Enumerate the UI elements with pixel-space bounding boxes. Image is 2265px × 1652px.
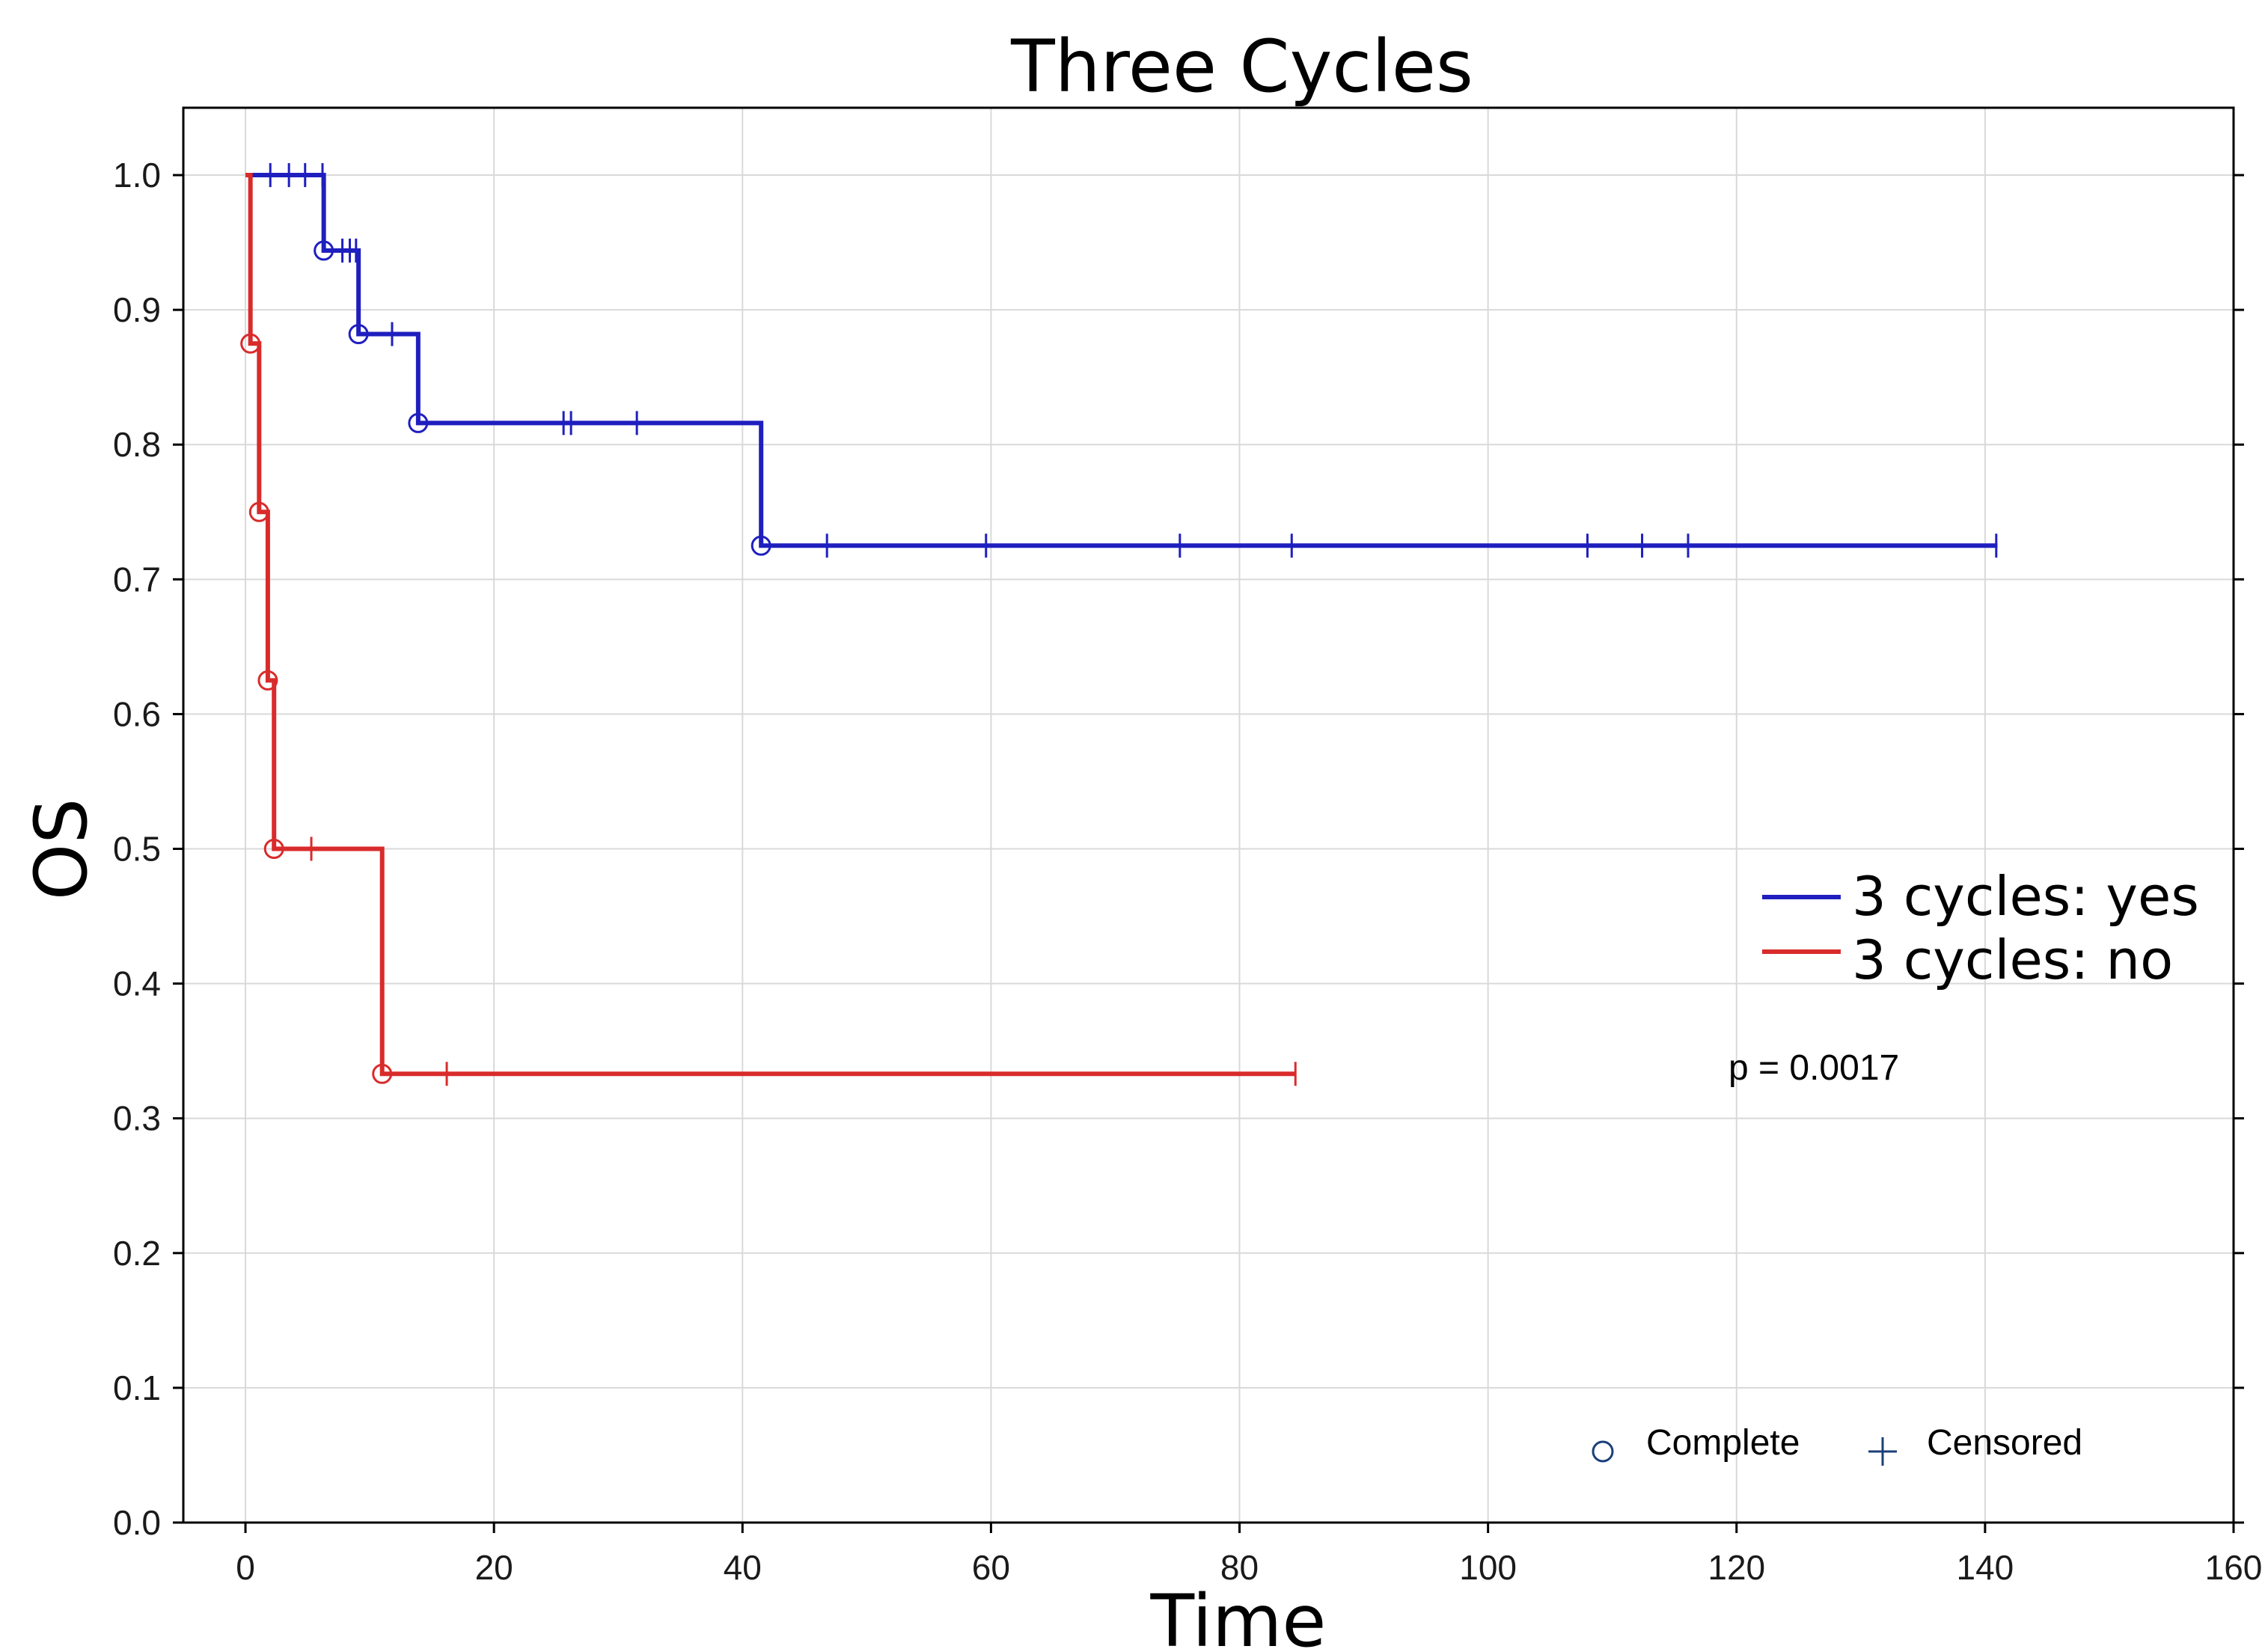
- censored-label: Censored: [1927, 1423, 2082, 1463]
- x-tick-label: 60: [972, 1548, 1010, 1587]
- grid: [183, 108, 2234, 1523]
- x-tick-label: 140: [1957, 1548, 2014, 1587]
- complete-point: [248, 501, 269, 522]
- complete-point: [372, 1063, 393, 1084]
- y-tick-label: 0.3: [113, 1099, 161, 1138]
- circle-icon: [1592, 1440, 1614, 1463]
- complete-point: [751, 535, 771, 556]
- y-tick-label: 0.5: [113, 830, 161, 869]
- x-tick-label: 40: [724, 1548, 762, 1587]
- legend-label-no: 3 cycles: no: [1852, 929, 2173, 991]
- complete-label: Complete: [1646, 1423, 1800, 1463]
- legend-label-yes: 3 cycles: yes: [1852, 865, 2199, 928]
- plot-frame: [182, 106, 2235, 1524]
- marker-legend: Complete Censored: [1592, 1423, 2082, 1466]
- p-value-annotation: p = 0.0017: [1728, 1048, 1899, 1088]
- legend: 3 cycles: yes 3 cycles: no: [1762, 865, 2199, 991]
- y-tick-label: 0.1: [113, 1368, 161, 1407]
- x-tick-label: 0: [236, 1548, 255, 1587]
- x-axis-label: Time: [1150, 1579, 1327, 1648]
- chart-title: Three Cycles: [1010, 25, 1473, 108]
- complete-point: [257, 670, 278, 691]
- complete-point: [408, 412, 429, 433]
- y-tick-label: 0.2: [113, 1234, 161, 1273]
- series-line: [245, 173, 1296, 1077]
- series-1: [240, 173, 1297, 1086]
- complete-point: [263, 839, 284, 860]
- y-tick-label: 0.9: [113, 290, 161, 329]
- y-axis-label: OS: [19, 798, 103, 901]
- y-tick-label: 0.0: [113, 1503, 161, 1542]
- y-tick-label: 0.8: [113, 425, 161, 464]
- series-0: [245, 163, 1998, 558]
- x-tick-label: 20: [475, 1548, 513, 1587]
- complete-point: [314, 240, 334, 261]
- series-layer: [240, 163, 1998, 1086]
- x-tick-label: 120: [1708, 1548, 1765, 1587]
- x-tick-label: 80: [1220, 1548, 1259, 1587]
- y-tick-label: 0.4: [113, 964, 161, 1003]
- y-tick-label: 0.6: [113, 694, 161, 733]
- series-line: [245, 173, 1998, 548]
- y-tick-label: 0.7: [113, 560, 161, 599]
- plus-icon: [1868, 1437, 1897, 1466]
- x-tick-label: 160: [2205, 1548, 2263, 1587]
- complete-point: [348, 324, 369, 345]
- complete-point: [240, 333, 261, 354]
- x-tick-label: 100: [1459, 1548, 1517, 1587]
- axes: 0 20 40 60 80 100 120 140 160 0.0 0.1 0.2 0.3 0.4 0.5 0…: [113, 156, 2262, 1587]
- y-tick-label: 1.0: [113, 156, 161, 195]
